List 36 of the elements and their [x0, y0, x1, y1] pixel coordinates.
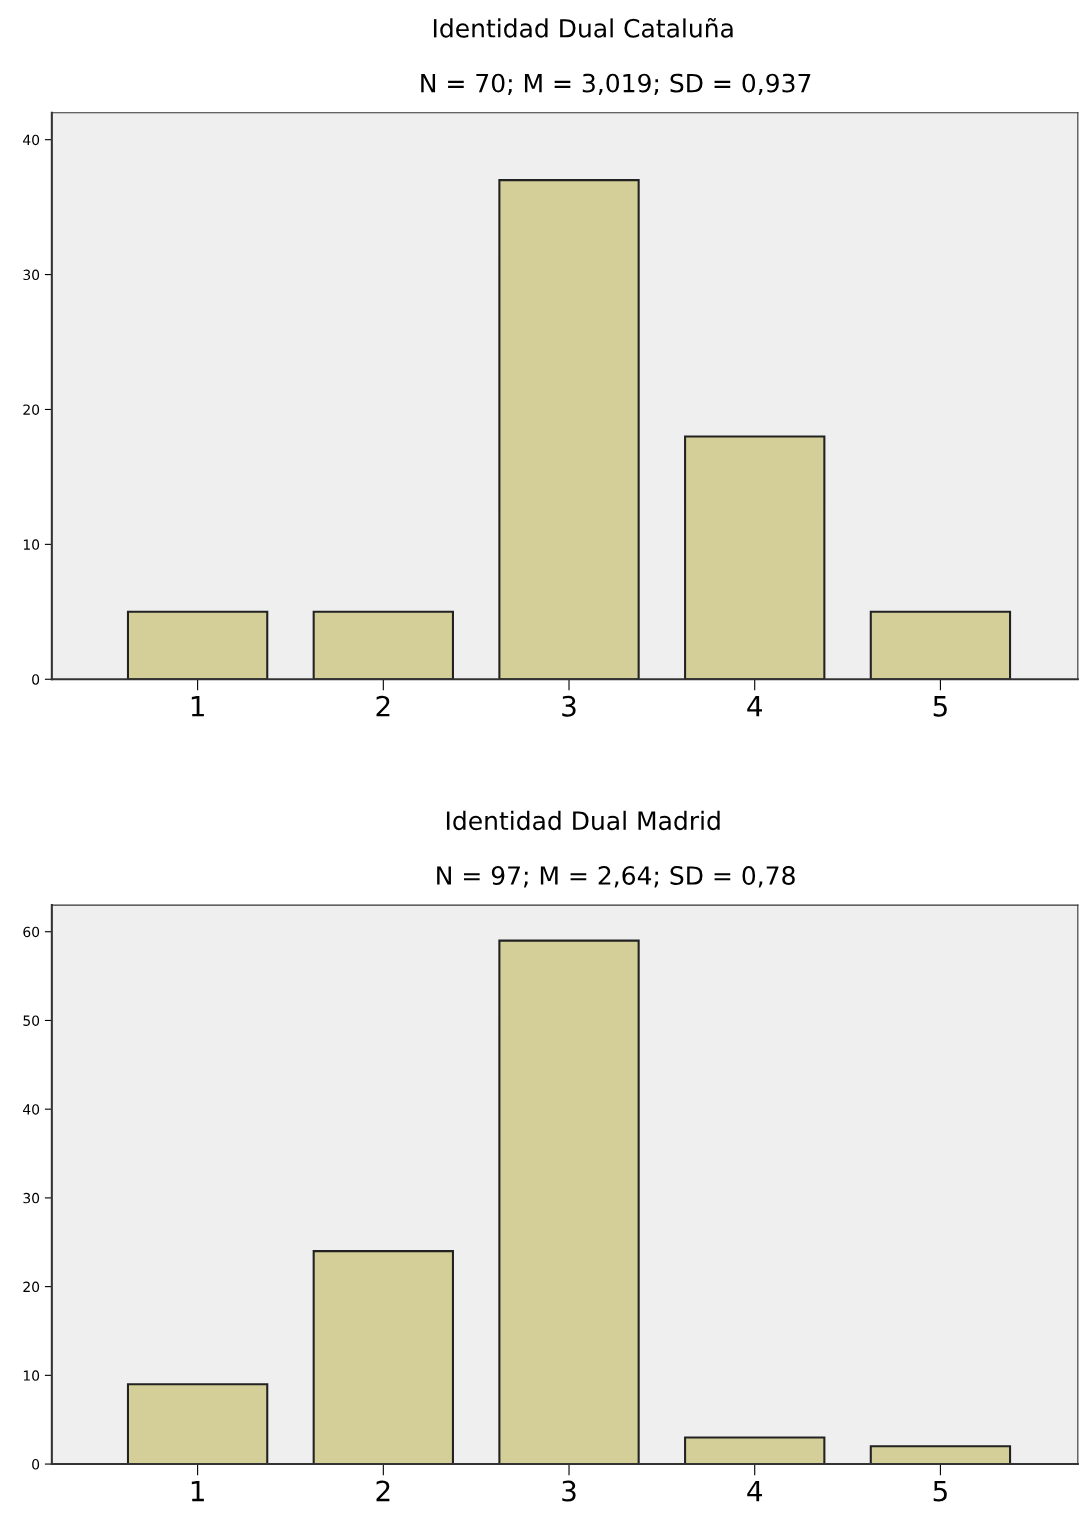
x-tick-label: 5 [933, 696, 947, 717]
bar [498, 179, 640, 680]
y-tick-label: 20 [23, 404, 40, 415]
chart-subtitle: N = 97; M = 2,64; SD = 0,78 [437, 866, 795, 888]
x-tick-label: 3 [562, 1480, 576, 1502]
chart-subtitle: N = 70; M = 3,019; SD = 0,937 [421, 73, 811, 96]
y-tick-label: 10 [23, 539, 40, 550]
x-tick-label: 5 [933, 1480, 947, 1502]
x-tick-label: 4 [747, 1480, 762, 1502]
y-tick-label: 30 [23, 1192, 40, 1204]
y-tick-label: 40 [23, 1104, 40, 1115]
bar [126, 610, 269, 680]
x-tick-label: 2 [376, 1480, 390, 1502]
chart-title: Identidad Dual Cataluña [433, 17, 733, 38]
x-tick-label: 1 [191, 696, 204, 717]
x-tick-label: 3 [562, 695, 576, 717]
bar [869, 1445, 1012, 1465]
x-tick-label: 4 [747, 696, 762, 717]
bar [312, 610, 454, 680]
y-tick-label: 10 [23, 1370, 40, 1381]
x-tick-label: 2 [376, 695, 390, 717]
x-tick-label: 1 [191, 1480, 204, 1502]
bar [684, 1436, 826, 1465]
y-tick-label: 60 [23, 926, 40, 938]
y-tick-label: 40 [23, 134, 40, 146]
bar [126, 1383, 269, 1465]
bar [312, 1250, 454, 1465]
bar [684, 435, 826, 680]
y-tick-label: 30 [23, 269, 40, 281]
chart-title: Identidad Dual Madrid [446, 810, 720, 831]
bar [869, 610, 1012, 680]
y-tick-label: 20 [23, 1281, 40, 1293]
y-tick-label: 0 [32, 1459, 40, 1470]
bar [498, 939, 640, 1465]
y-tick-label: 0 [32, 674, 40, 685]
y-tick-label: 50 [23, 1015, 40, 1026]
